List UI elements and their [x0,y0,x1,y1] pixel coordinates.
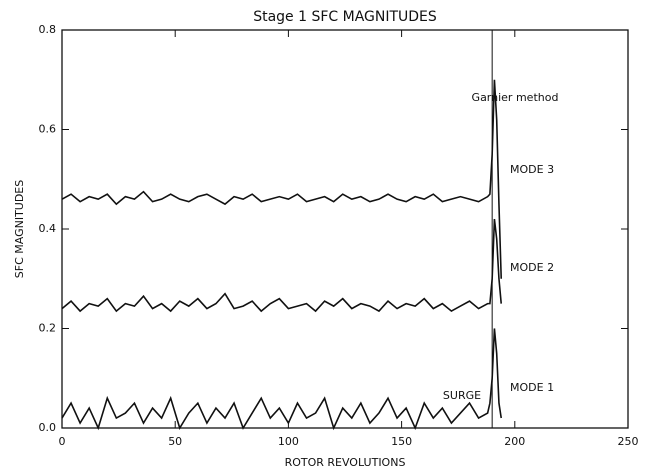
y-tick-label: 0.8 [39,23,57,36]
y-tick-label: 0.2 [39,322,57,335]
y-axis-label: SFC MAGNITUDES [13,180,26,278]
x-tick-label: 100 [278,435,299,448]
series-label: MODE 3 [510,163,554,176]
y-tick-label: 0.0 [39,421,57,434]
plot-frame [61,29,629,429]
annotation: Garnier method [472,91,559,104]
chart-title: Stage 1 SFC MAGNITUDES [253,9,437,25]
x-tick-label: 50 [168,435,182,448]
x-tick-label: 250 [618,435,639,448]
x-tick-label: 200 [504,435,525,448]
y-tick-label: 0.4 [39,222,57,235]
series-label: MODE 1 [510,381,554,394]
series-line [61,218,503,313]
series-line [61,328,503,431]
x-tick-label: 150 [391,435,412,448]
x-axis-label: ROTOR REVOLUTIONS [285,456,406,469]
annotation: SURGE [443,389,481,402]
series-label: MODE 2 [510,261,554,274]
x-tick-label: 0 [59,435,66,448]
series-line [61,79,503,279]
y-tick-label: 0.6 [39,123,57,136]
